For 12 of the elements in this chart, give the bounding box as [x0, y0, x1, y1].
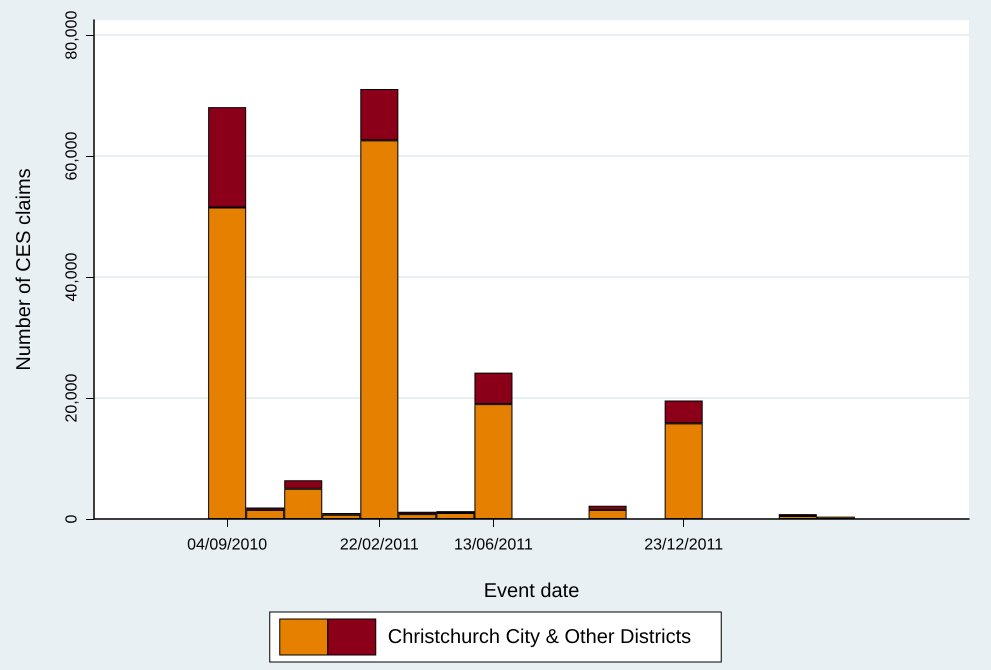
y-tick-label: 0 [64, 514, 80, 524]
x-tick-label: 23/12/2011 [644, 536, 724, 554]
x-tick-label: 22/02/2011 [340, 536, 419, 554]
y-axis-title: Number of CES claims [13, 168, 35, 371]
y-tick-label: 20,000 [64, 373, 80, 422]
y-tick-label: 40,000 [64, 252, 80, 302]
legend-label: Christchurch City & Other Districts [388, 626, 692, 648]
x-tick-label: 13/06/2011 [454, 536, 534, 554]
y-tick-label: 80,000 [64, 10, 80, 60]
y-tick-label: 60,000 [64, 132, 80, 181]
x-tick-label: 04/09/2010 [187, 536, 268, 554]
x-axis-title: Event date [484, 580, 580, 602]
